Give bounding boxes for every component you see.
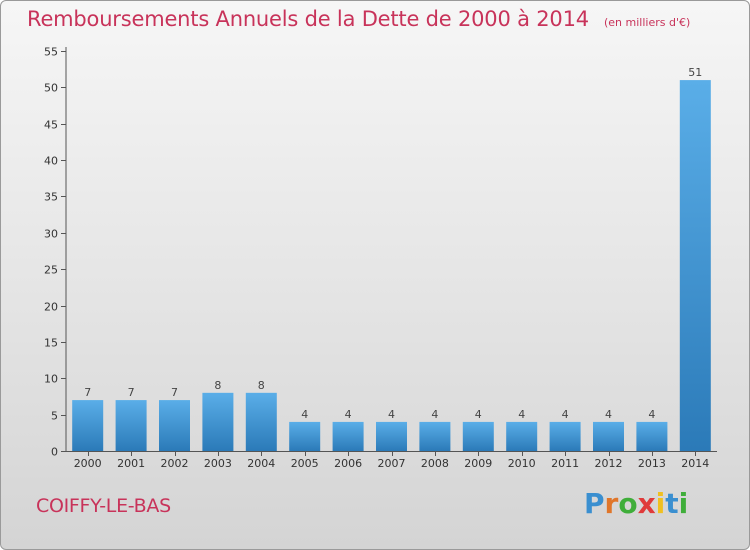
data-label-2012: 4 <box>605 408 612 421</box>
place-name: COIFFY-LE-BAS <box>36 495 171 517</box>
x-tick-label-2007: 2007 <box>378 457 406 470</box>
x-axis: 2000 2001 2002 2003 2004 2005 2006 2007 2008 2009… <box>66 451 717 470</box>
bar-2009 <box>462 421 494 451</box>
data-label-2006: 4 <box>345 408 352 421</box>
x-tick-label-2006: 2006 <box>334 457 362 470</box>
logo-letter: P <box>584 487 605 520</box>
chart-title-main: Remboursements Annuels de la Dette de 20… <box>27 7 589 31</box>
x-tick-label-2004: 2004 <box>247 457 275 470</box>
bar-2001 <box>115 400 147 451</box>
x-tick-label-2002: 2002 <box>161 457 189 470</box>
bar-2014 <box>679 80 711 451</box>
y-tick-label: 55 <box>44 46 58 59</box>
y-tick-label: 40 <box>44 155 58 168</box>
proxiti-logo[interactable]: Proxiti <box>584 487 688 520</box>
data-label-2008: 4 <box>431 408 438 421</box>
y-tick-label: 10 <box>44 373 58 386</box>
y-tick-label: 35 <box>44 191 58 204</box>
bar-2005 <box>289 421 321 451</box>
data-label-2010: 4 <box>518 408 525 421</box>
logo-letter: o <box>618 487 638 520</box>
data-label-2014: 51 <box>688 66 702 79</box>
data-label-2001: 7 <box>128 386 135 399</box>
data-label-2005: 4 <box>301 408 308 421</box>
bar-2006 <box>332 421 364 451</box>
chart-title: Remboursements Annuels de la Dette de 20… <box>27 7 690 31</box>
bar-2010 <box>506 421 538 451</box>
y-tick-label: 30 <box>44 228 58 241</box>
data-label-2013: 4 <box>648 408 655 421</box>
y-tick-label: 0 <box>51 446 58 459</box>
y-tick-label: 45 <box>44 119 58 132</box>
y-tick-label: 15 <box>44 337 58 350</box>
bar-2002 <box>159 400 190 451</box>
data-labels: 7 7 7 8 8 4 4 4 4 4 4 4 4 4 51 <box>84 66 702 421</box>
data-label-2003: 8 <box>214 379 221 392</box>
bar-2013 <box>636 421 668 451</box>
bar-2011 <box>549 421 581 451</box>
logo-letter: x <box>637 487 656 520</box>
bar-2012 <box>593 421 624 451</box>
data-label-2004: 8 <box>258 379 265 392</box>
x-tick-label-2008: 2008 <box>421 457 449 470</box>
logo-letter: t <box>665 487 679 520</box>
logo-letter: r <box>604 487 619 520</box>
y-axis: 0 5 10 15 20 25 30 35 40 45 50 55 <box>44 46 67 459</box>
x-tick-label-2003: 2003 <box>204 457 232 470</box>
x-tick-label-2011: 2011 <box>551 457 579 470</box>
x-tick-label-2012: 2012 <box>595 457 623 470</box>
data-label-2000: 7 <box>84 386 91 399</box>
y-tick-label: 5 <box>51 410 58 423</box>
x-tick-label-2005: 2005 <box>291 457 319 470</box>
data-label-2011: 4 <box>562 408 569 421</box>
x-tick-label-2014: 2014 <box>681 457 709 470</box>
y-tick-label: 25 <box>44 264 58 277</box>
bar-2008 <box>419 421 451 451</box>
x-tick-label-2001: 2001 <box>117 457 145 470</box>
bar-2007 <box>376 421 407 451</box>
data-label-2009: 4 <box>475 408 482 421</box>
x-tick-label-2009: 2009 <box>464 457 492 470</box>
bar-2003 <box>202 392 234 451</box>
data-label-2002: 7 <box>171 386 178 399</box>
data-label-2007: 4 <box>388 408 395 421</box>
y-tick-label: 20 <box>44 301 58 314</box>
x-tick-label-2010: 2010 <box>508 457 536 470</box>
bar-2000 <box>72 400 104 451</box>
chart-title-unit: (en milliers d'€) <box>604 16 691 29</box>
bars <box>72 80 711 451</box>
logo-letter: i <box>678 487 689 520</box>
y-tick-label: 50 <box>44 82 58 95</box>
bar-2004 <box>245 392 277 451</box>
x-tick-label-2013: 2013 <box>638 457 666 470</box>
logo-letter: i <box>655 487 666 520</box>
x-tick-label-2000: 2000 <box>74 457 102 470</box>
